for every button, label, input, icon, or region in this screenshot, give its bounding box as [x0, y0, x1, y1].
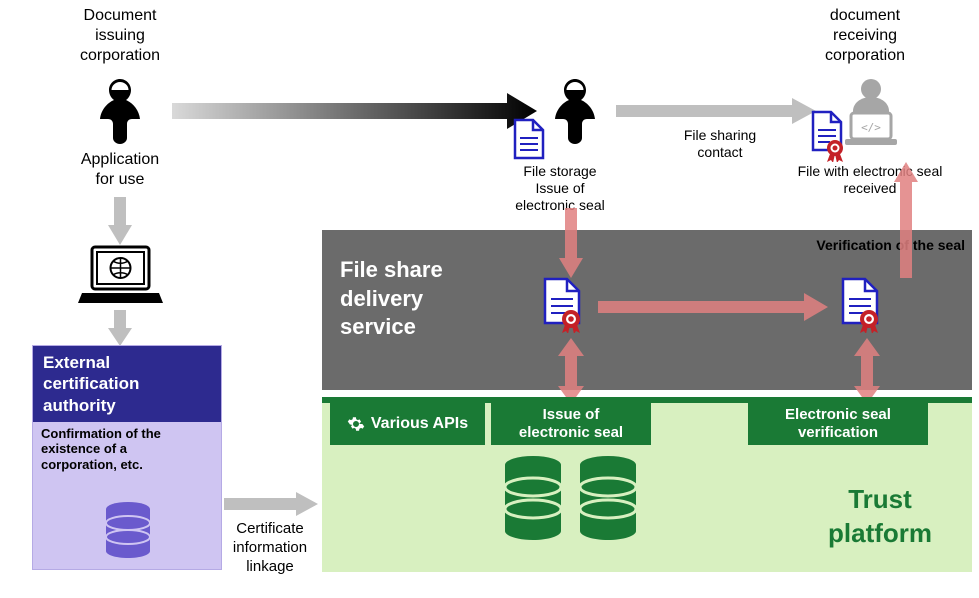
db-green-2 — [575, 455, 641, 555]
actor-middle — [545, 75, 605, 150]
label-cert-linkage: Certificate information linkage — [210, 520, 330, 576]
various-apis-text: Various APIs — [371, 415, 468, 433]
panel-ext-cert: External certification authority Confirm… — [32, 345, 222, 570]
arrow-actor2-right — [616, 98, 816, 129]
label-verification: Verification of the seal — [755, 237, 965, 254]
doc-seal-grey-left — [542, 277, 584, 338]
label-doc-issuing: Document issuing corporation — [40, 6, 200, 66]
laptop-icon — [78, 245, 163, 312]
label-doc-receiving: document receiving corporation — [775, 6, 955, 66]
label-confirmation: Confirmation of the existence of a corpo… — [33, 422, 221, 477]
arrow-actor1-down — [108, 197, 132, 250]
ext-cert-header: External certification authority — [33, 346, 221, 422]
db-green-1 — [500, 455, 566, 555]
tab-seal-verify: Electronic seal verification — [748, 403, 928, 445]
label-file-storage: File storage Issue of electronic seal — [490, 163, 630, 213]
label-application: Application for use — [55, 150, 185, 190]
label-file-sharing-contact: File sharing contact — [660, 127, 780, 161]
db-icon-purple — [100, 501, 156, 563]
arrow-cert-right — [224, 492, 318, 521]
trust-platform-title: Trust platform — [828, 483, 932, 551]
svg-text:</>: </> — [861, 121, 881, 134]
arrow-red-up — [894, 162, 918, 283]
doc-seal-icon-right — [810, 110, 848, 167]
tab-various-apis: Various APIs — [330, 403, 485, 445]
arrow-red-down1 — [559, 208, 583, 283]
arrow-main-gradient — [172, 93, 537, 134]
doc-icon-1 — [512, 118, 546, 165]
gear-icon — [347, 415, 365, 433]
label-file-received: File with electronic seal received — [770, 163, 970, 197]
doc-seal-grey-right — [840, 277, 882, 338]
actor-issuing — [90, 75, 150, 150]
arrow-red-horizontal — [598, 293, 828, 326]
tab-issue-seal: Issue of electronic seal — [491, 403, 651, 445]
